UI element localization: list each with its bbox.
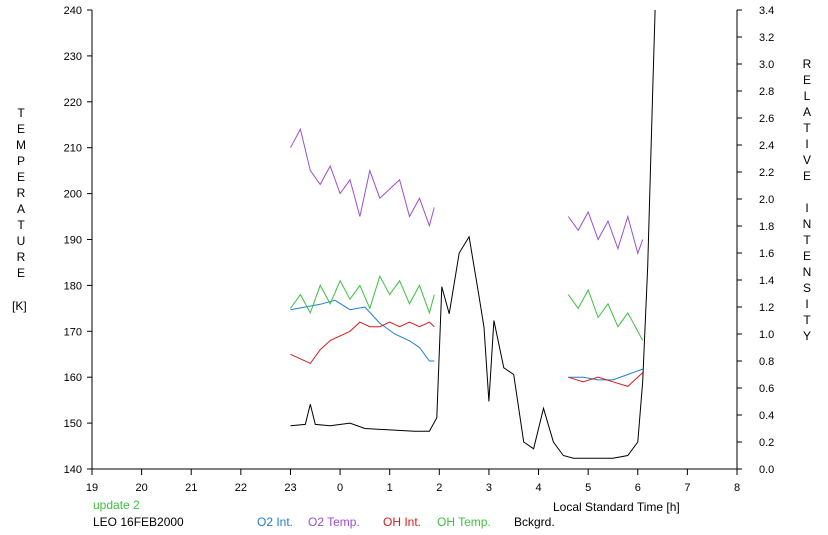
- series-line-o2-int: [290, 299, 435, 362]
- x-tick-label: 3: [486, 482, 492, 494]
- left-tick-label: 180: [64, 280, 82, 292]
- series-line-bckgrd: [290, 9, 656, 459]
- y-axis-right-label-letter: I: [805, 297, 809, 311]
- right-tick-label: 1.8: [759, 221, 774, 233]
- left-tick-label: 170: [64, 326, 82, 338]
- right-tick-label: 2.2: [759, 167, 774, 179]
- right-axis-ticks: 0.0 0.2 0.4 0.6 0.8 1.0 1.2 1.4 1.6 1.8 2.0 2.2 2.4 2…: [737, 5, 774, 476]
- y-axis-right-label-letter: [800, 184, 814, 200]
- y-axis-left-unit: [K]: [12, 299, 27, 313]
- x-tick-label: 4: [535, 482, 541, 494]
- x-tick-label: 23: [284, 482, 296, 494]
- right-tick-label: 0.6: [759, 383, 774, 395]
- y-axis-left-label-letter: R: [16, 250, 26, 264]
- legend-item: Bckgrd.: [514, 515, 555, 529]
- right-tick-label: 3.0: [759, 59, 774, 71]
- y-axis-left-label-letter: T: [17, 218, 25, 232]
- y-axis-right-label-letter: S: [802, 281, 811, 295]
- right-tick-label: 1.4: [759, 275, 774, 287]
- y-axis-left-label-letter: R: [16, 186, 26, 200]
- left-tick-label: 220: [64, 97, 82, 109]
- y-axis-left-label-letter: T: [17, 106, 25, 120]
- y-axis-right-label-letter: T: [803, 121, 811, 135]
- x-tick-label: 2: [436, 482, 442, 494]
- left-tick-label: 200: [64, 189, 82, 201]
- x-tick-label: 8: [734, 482, 740, 494]
- y-axis-right-label-letter: E: [802, 169, 811, 183]
- series-layer: [290, 9, 656, 459]
- y-axis-right-label-letter: E: [802, 73, 811, 87]
- right-tick-label: 2.0: [759, 194, 774, 206]
- left-tick-label: 150: [64, 418, 82, 430]
- right-tick-label: 3.4: [759, 5, 774, 17]
- update-label: update 2: [93, 498, 140, 512]
- y-axis-right-label-letter: I: [805, 137, 809, 151]
- y-axis-left-label-letter: U: [16, 234, 26, 248]
- x-tick-label: 22: [235, 482, 247, 494]
- left-tick-label: 230: [64, 51, 82, 63]
- series-line-oh-int: [290, 321, 435, 365]
- x-axis-ticks: 19 20 21 22 23 0 1 2 3 4 5 6 7 8: [86, 469, 740, 494]
- left-tick-label: 160: [64, 372, 82, 384]
- y-axis-left-label-letter: A: [16, 202, 25, 216]
- right-tick-label: 0.0: [759, 464, 774, 476]
- right-tick-label: 1.6: [759, 248, 774, 260]
- left-tick-label: 140: [64, 464, 82, 476]
- left-tick-label: 210: [64, 143, 82, 155]
- series-line-oh-temp: [567, 288, 644, 341]
- x-axis-label: Local Standard Time [h]: [553, 500, 680, 514]
- legend-item: O2 Int.: [257, 515, 294, 529]
- series-line-o2-temp: [290, 127, 435, 228]
- x-tick-label: 1: [387, 482, 393, 494]
- legend-item: OH Int.: [383, 515, 422, 529]
- left-tick-label: 190: [64, 235, 82, 247]
- plot-frame: [91, 10, 738, 470]
- legend-item: O2 Temp.: [308, 515, 360, 529]
- station-date-label: LEO 16FEB2000: [93, 515, 184, 529]
- right-tick-label: 0.4: [759, 410, 774, 422]
- x-tick-label: 20: [135, 482, 147, 494]
- right-tick-label: 2.8: [759, 86, 774, 98]
- series-line-o2-temp: [567, 210, 644, 255]
- y-axis-right-label-letter: R: [802, 57, 812, 71]
- right-tick-label: 0.8: [759, 356, 774, 368]
- right-tick-label: 0.2: [759, 437, 774, 449]
- x-tick-label: 19: [86, 482, 98, 494]
- right-tick-label: 1.0: [759, 329, 774, 341]
- x-tick-label: 6: [635, 482, 641, 494]
- series-line-oh-int: [568, 372, 644, 387]
- left-axis-ticks: 140 150 160 170 180 190 200 210 220 230 240: [64, 5, 92, 476]
- left-tick-label: 240: [64, 5, 82, 17]
- x-tick-label: 21: [185, 482, 197, 494]
- x-tick-label: 7: [684, 482, 690, 494]
- legend-item: OH Temp.: [437, 515, 491, 529]
- y-axis-left-label-letter: E: [16, 266, 25, 280]
- y-axis-right-label-letter: T: [803, 313, 811, 327]
- x-tick-label: 5: [585, 482, 591, 494]
- series-line-oh-temp: [290, 274, 435, 315]
- y-axis-right-label-letter: I: [805, 201, 809, 215]
- y-axis-right-label-letter: N: [802, 265, 812, 279]
- y-axis-right-label-letter: A: [802, 105, 811, 119]
- series-line-o2-int: [568, 368, 643, 381]
- y-axis-left-label-letter: M: [16, 138, 26, 152]
- right-tick-label: 2.6: [759, 113, 774, 125]
- y-axis-left-label-letter: E: [16, 122, 25, 136]
- y-axis-right-label-letter: T: [803, 233, 811, 247]
- right-tick-label: 2.4: [759, 140, 774, 152]
- y-axis-right-label-letter: V: [802, 153, 811, 167]
- y-axis-left-label-letter: P: [16, 154, 25, 168]
- y-axis-right-label-letter: N: [802, 217, 812, 231]
- right-tick-label: 3.2: [759, 32, 774, 44]
- right-tick-label: 1.2: [759, 302, 774, 314]
- y-axis-right-label-letter: E: [802, 249, 811, 263]
- y-axis-right-label-letter: Y: [802, 329, 811, 343]
- y-axis-right-label-letter: L: [803, 89, 811, 103]
- y-axis-left-label-letter: E: [16, 170, 25, 184]
- x-tick-label: 0: [337, 482, 343, 494]
